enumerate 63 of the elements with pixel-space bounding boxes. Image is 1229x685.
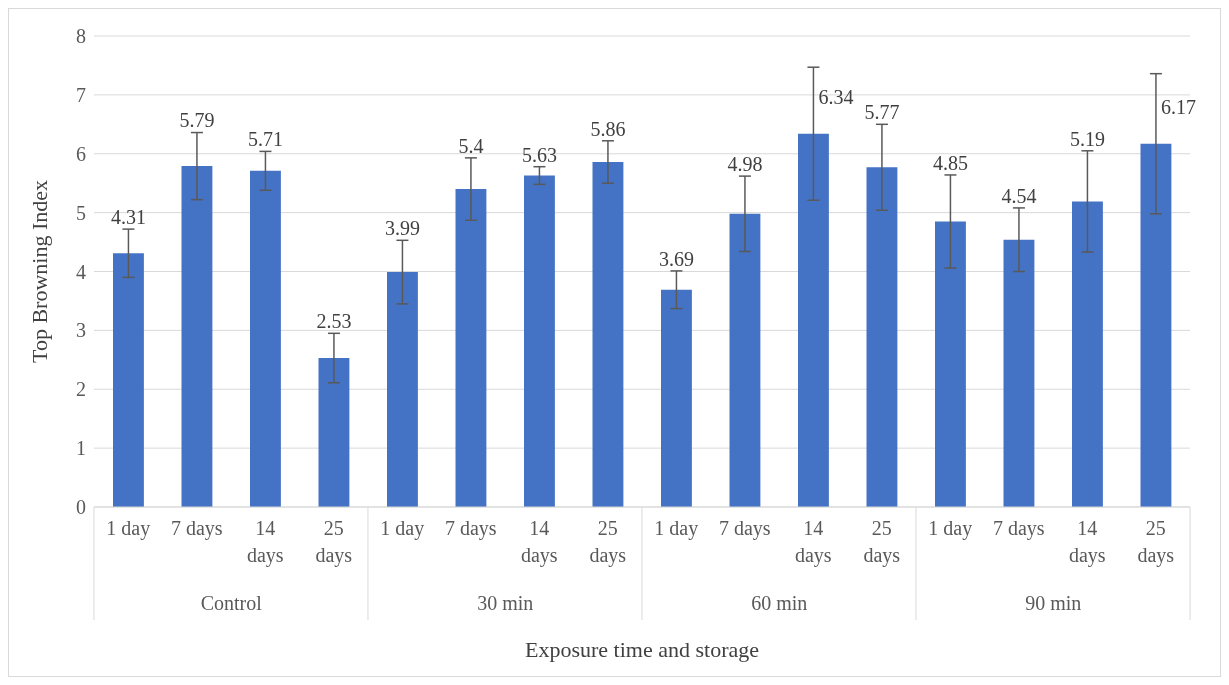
x-tick-label: 1 day — [928, 517, 973, 540]
data-label: 5.19 — [1069, 127, 1105, 150]
bar — [113, 253, 144, 507]
data-label: 4.31 — [110, 206, 146, 229]
bar — [318, 358, 350, 507]
bar — [524, 175, 555, 507]
bar — [1072, 201, 1103, 507]
x-tick-label: 1 day — [654, 517, 699, 540]
x-tick-label: 7 days — [170, 517, 223, 540]
bar — [798, 133, 829, 507]
x-tick-label: 25 days — [1137, 517, 1175, 567]
text: 60 min — [751, 592, 808, 614]
bar — [181, 166, 213, 507]
data-label: 5.77 — [864, 101, 900, 124]
y-tick-label: 2 — [76, 378, 86, 401]
x-tick-label: 14 days — [246, 517, 284, 567]
y-tick-label: 0 — [76, 496, 86, 519]
y-axis-title: Top Browning Index — [26, 180, 52, 363]
bar — [1140, 143, 1172, 507]
x-tick-label: 7 days — [444, 517, 497, 540]
data-label: 2.53 — [316, 310, 352, 333]
data-label: 5.86 — [590, 117, 626, 140]
data-label: 3.69 — [658, 247, 694, 270]
y-tick-label: 7 — [76, 83, 86, 106]
x-tick-label: 25 days — [315, 517, 353, 567]
y-tick-label: 8 — [76, 25, 86, 48]
y-tick-label: 1 — [76, 437, 86, 460]
bar — [250, 170, 281, 507]
y-tick-label: 4 — [76, 260, 86, 283]
bar — [387, 272, 418, 507]
bar — [661, 289, 692, 507]
y-tick-label: 5 — [76, 201, 86, 224]
text: 90 min — [1025, 592, 1082, 614]
data-label: 6.17 — [1160, 95, 1196, 118]
x-tick-label: 1 day — [380, 517, 425, 540]
bar — [935, 221, 966, 507]
x-tick-label: 7 days — [718, 517, 771, 540]
bar — [866, 167, 898, 507]
data-label: 5.79 — [179, 109, 215, 132]
data-label: 5.4 — [458, 134, 484, 157]
y-tick-label: 6 — [76, 142, 86, 165]
text: Control — [200, 592, 263, 614]
x-tick-label: 14 days — [520, 517, 558, 567]
data-label: 6.34 — [818, 85, 854, 108]
bar — [729, 213, 761, 507]
bar — [1003, 239, 1035, 507]
x-axis-title: Exposure time and storage — [525, 637, 759, 662]
x-tick-label: 14 days — [1068, 517, 1106, 567]
data-label: 3.99 — [384, 217, 420, 240]
data-label: 4.85 — [932, 151, 968, 174]
x-tick-label: 25 days — [589, 517, 627, 567]
data-label: 4.54 — [1001, 184, 1037, 207]
data-label: 4.98 — [727, 152, 763, 175]
x-tick-label: 1 day — [106, 517, 151, 540]
x-tick-label: 14 days — [794, 517, 832, 567]
x-tick-label: 25 days — [863, 517, 901, 567]
text: 30 min — [477, 592, 534, 614]
y-tick-label: 3 — [76, 319, 86, 342]
bar — [455, 189, 487, 507]
data-label: 5.63 — [521, 143, 557, 166]
x-tick-label: 7 days — [992, 517, 1045, 540]
bar — [592, 161, 624, 507]
data-label: 5.71 — [247, 128, 283, 151]
